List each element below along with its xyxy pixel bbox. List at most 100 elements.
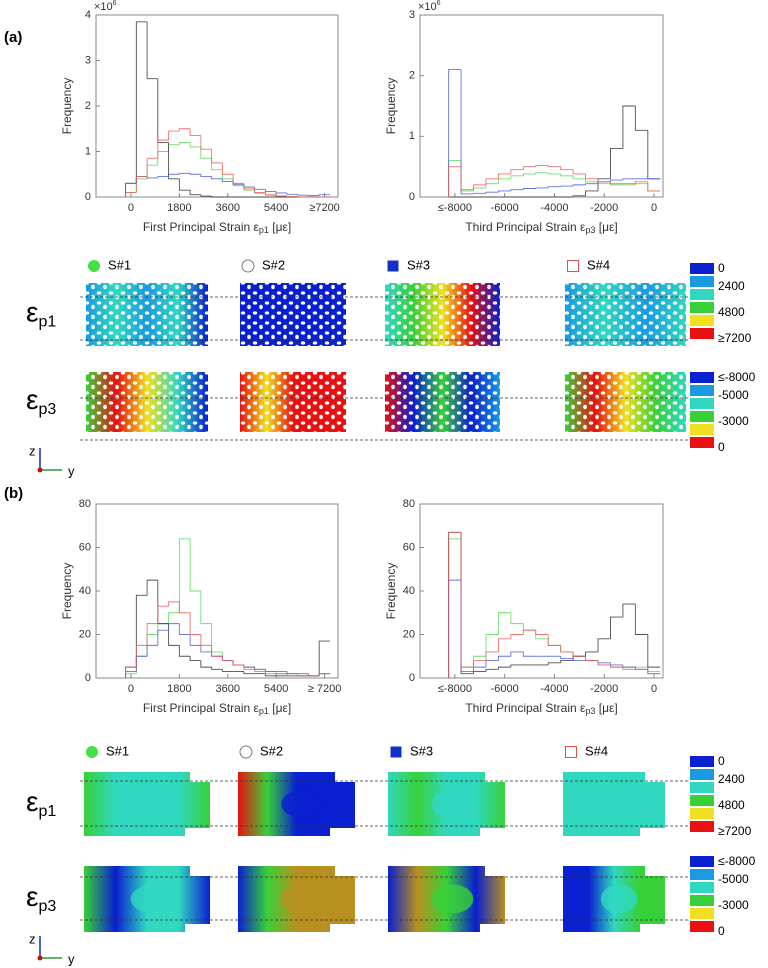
histogram-step xyxy=(318,673,330,676)
y-tick-label: 80 xyxy=(79,498,91,510)
histogram-step xyxy=(200,660,212,668)
x-tick-label: 5400 xyxy=(264,202,288,214)
histogram-step xyxy=(211,651,223,657)
legend-marker xyxy=(86,746,98,758)
plot-frame xyxy=(419,503,664,679)
histogram-step xyxy=(647,667,661,672)
x-axis-label-part: First Principal Strain xyxy=(143,220,254,234)
histogram-step xyxy=(211,623,223,653)
histogram-step xyxy=(473,192,486,194)
histogram-step xyxy=(157,605,169,624)
row-subscript: p3 xyxy=(38,401,56,418)
histogram-step xyxy=(168,612,180,624)
histogram-step xyxy=(535,172,549,174)
colorbar-swatch xyxy=(690,782,714,793)
strain-blob xyxy=(130,789,176,819)
y-tick-label: 60 xyxy=(79,541,91,553)
colorbar-swatch xyxy=(690,437,714,448)
histogram-step xyxy=(560,645,574,653)
histogram-step xyxy=(560,166,574,171)
x-axis-label: First Principal Strain εp1 [με] xyxy=(143,220,291,235)
row-symbol: ε xyxy=(26,297,38,328)
row-label: εp1 xyxy=(26,297,56,331)
histogram-step xyxy=(460,580,474,672)
histogram-step xyxy=(264,192,277,196)
colorbar-swatch xyxy=(690,289,714,300)
histogram-step xyxy=(189,173,201,175)
histogram-step xyxy=(634,181,648,184)
x-tick-label: 0 xyxy=(651,683,657,695)
x-tick-label: 1800 xyxy=(167,683,191,695)
colorbar-label: 0 xyxy=(718,440,725,454)
histogram-step xyxy=(232,174,244,184)
y-multiplier-base: ×10 xyxy=(94,1,113,13)
histogram-step xyxy=(135,178,148,193)
histogram-step xyxy=(547,662,561,665)
axis-name: z xyxy=(29,443,36,458)
histogram-step xyxy=(497,178,511,184)
legend-marker xyxy=(241,259,255,273)
y-tick-label: 40 xyxy=(403,585,415,597)
histogram-step xyxy=(547,186,561,188)
histogram-step xyxy=(610,148,623,179)
histogram-step xyxy=(634,604,648,635)
histogram-step xyxy=(585,656,599,662)
x-tick-label: -6000 xyxy=(491,683,519,695)
y-tick-label: 20 xyxy=(79,628,91,640)
histogram-step xyxy=(572,175,586,180)
x-axis-label-part: p1 xyxy=(259,225,269,235)
panel-label: (a) xyxy=(4,29,22,46)
legend-marker xyxy=(239,745,253,759)
x-tick-label: -4000 xyxy=(540,683,568,695)
row-label: εp3 xyxy=(26,881,56,915)
colorbar-swatch xyxy=(690,869,714,880)
y-tick-label: 3 xyxy=(409,9,415,21)
histogram-step xyxy=(647,634,661,668)
histogram-step xyxy=(647,181,661,192)
histogram-step xyxy=(243,185,255,191)
histogram-step xyxy=(157,629,169,646)
y-multiplier: ×106 xyxy=(418,0,441,13)
histogram-step xyxy=(473,671,486,674)
colorbar-swatch xyxy=(690,856,714,867)
legend-label: S#1 xyxy=(106,743,129,758)
histogram-step xyxy=(286,673,298,677)
axis-origin xyxy=(37,955,43,961)
histogram-step xyxy=(547,638,561,646)
histogram-step xyxy=(610,664,623,668)
y-tick-label: 0 xyxy=(409,672,415,684)
histogram-step xyxy=(200,194,212,197)
x-tick-label: -6000 xyxy=(491,202,519,214)
strain-blob xyxy=(281,789,324,819)
histogram-step xyxy=(243,183,255,190)
x-tick-label: -2000 xyxy=(590,683,618,695)
colorbar-label: ≥7200 xyxy=(718,824,752,838)
histogram-step xyxy=(178,178,191,191)
histogram-step xyxy=(264,669,277,672)
histogram-step xyxy=(232,660,244,666)
x-axis-label: Third Principal Strain εp3 [με] xyxy=(465,220,617,235)
histogram-step xyxy=(168,144,180,152)
histogram-step xyxy=(178,645,191,657)
colorbar-label: ≤-8000 xyxy=(718,370,756,384)
colorbar-swatch xyxy=(690,821,714,832)
histogram-step xyxy=(146,623,158,646)
colorbar-label: 4800 xyxy=(718,305,745,319)
histogram-step xyxy=(168,130,180,141)
colorbar-swatch xyxy=(690,895,714,906)
histogram-step xyxy=(522,173,536,176)
strain-map-texture xyxy=(565,283,686,346)
histogram-step xyxy=(634,183,648,185)
histogram-step xyxy=(135,176,148,184)
histogram-step xyxy=(211,149,223,164)
histogram-step xyxy=(178,601,191,614)
histogram-step xyxy=(146,21,158,80)
x-tick-label: 0 xyxy=(128,683,134,695)
histogram-step xyxy=(572,184,586,187)
x-axis-label-part: p3 xyxy=(585,706,595,716)
histogram-step xyxy=(232,181,244,185)
histogram-step xyxy=(254,667,266,670)
y-multiplier-exp: 6 xyxy=(113,0,117,7)
histogram-step xyxy=(585,651,599,657)
histogram-step xyxy=(211,645,223,657)
